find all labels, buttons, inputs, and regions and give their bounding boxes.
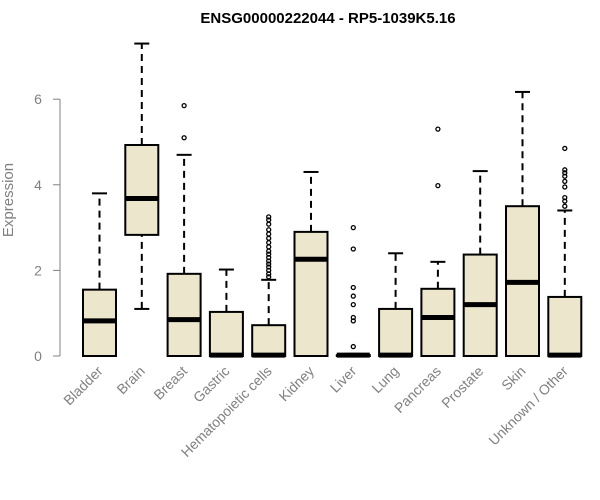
outlier-point [266,244,272,250]
outlier-point [266,251,272,257]
x-tick-label: Brain [113,363,147,397]
box-iqr [208,310,244,357]
y-axis: 0 2 4 6 [34,91,61,364]
y-tick-label: 0 [34,348,42,364]
x-tick-label: Lung [368,363,401,396]
box-iqr [251,324,287,357]
outlier-point [266,231,272,237]
x-tick-label: Liver [327,363,360,396]
outlier-point [181,135,187,141]
box-group [293,170,329,358]
outlier-point [266,235,272,241]
outlier-point [350,301,356,308]
box-iqr [547,295,583,358]
outlier-point [266,239,272,246]
x-tick-label: Skin [498,363,529,394]
outlier-point [266,248,272,254]
box-iqr [378,307,414,358]
y-tick-label: 4 [34,177,42,193]
outlier-point [266,264,272,270]
chart-title: ENSG00000222044 - RP5-1039K5.16 [200,10,455,27]
x-tick-label: Bladder [60,363,106,409]
box-iqr [293,230,329,358]
outlier-point [266,227,272,233]
box-iqr [166,272,202,358]
outlier-point [350,343,356,350]
outlier-point [562,170,568,176]
y-tick-label: 2 [34,262,42,278]
outlier-point [350,284,356,291]
outlier-point [562,184,568,190]
box-group [82,192,117,357]
outlier-point [266,221,272,227]
outlier-point [435,126,441,132]
outlier-point [266,214,272,220]
y-tick-label: 6 [34,91,42,107]
box-group [166,102,202,358]
outlier-point [350,293,356,299]
box-group [547,145,583,358]
outlier-point [562,194,568,201]
outlier-point [562,203,568,209]
x-tick-label: Prostate [438,363,486,411]
box-iqr [420,287,456,357]
outlier-point [266,217,272,223]
outlier-point [266,274,272,280]
outlier-point [350,246,356,252]
box-group [462,170,498,357]
outlier-point [562,178,568,185]
box-group [420,126,456,357]
y-axis-label: Expression [0,163,17,237]
outlier-point [181,102,187,109]
x-tick-label: Pancreas [391,363,444,416]
box-group [378,252,414,358]
box-group [335,224,371,358]
outlier-point [266,261,272,267]
outlier-point [562,145,568,152]
x-tick-label: Breast [150,363,190,403]
outlier-point [350,224,356,231]
box-iqr [124,143,160,236]
boxes-layer [82,42,583,358]
box-group [505,90,540,357]
box-group [251,214,287,358]
x-tick-label: Unknown / Other [485,363,571,449]
outlier-point [435,183,441,189]
box-group [124,42,160,310]
box-group [208,268,244,358]
outlier-point [350,314,356,321]
outlier-point [562,167,568,173]
x-tick-label: Kidney [276,363,318,405]
